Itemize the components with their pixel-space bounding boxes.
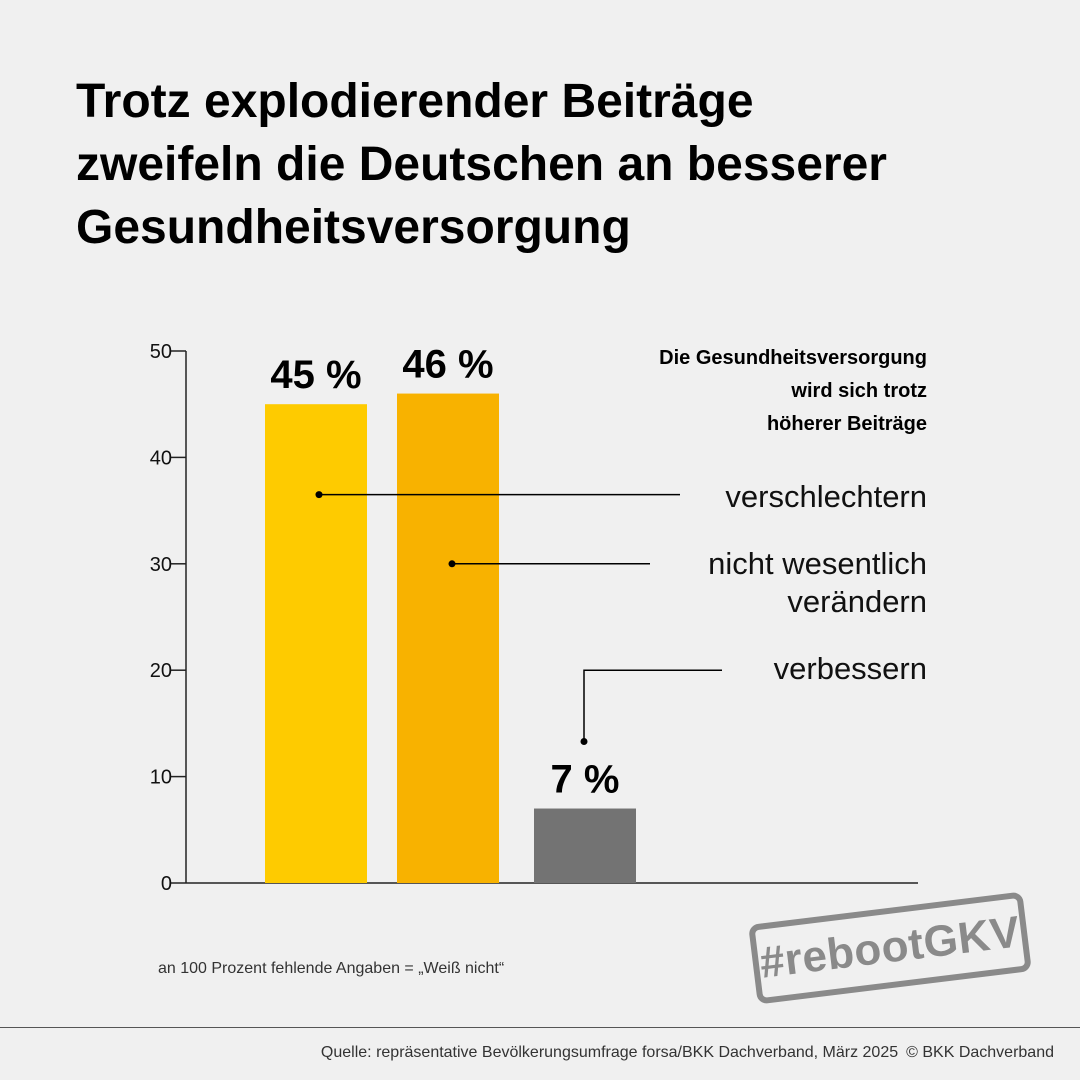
y-tick-label: 20 xyxy=(150,660,172,682)
y-tick-label: 30 xyxy=(150,554,172,576)
source-line: Quelle: repräsentative Bevölkerungsumfra… xyxy=(321,1044,1054,1062)
series-label-verbessern: verbessern xyxy=(774,650,927,688)
data-label-0: 45 % xyxy=(270,353,361,397)
title-line: zweifeln die Deutschen an besserer xyxy=(76,138,887,191)
series-label-line: verbessern xyxy=(773,651,927,686)
bar-1 xyxy=(397,393,499,883)
footnote: an 100 Prozent fehlende Angaben = „Weiß … xyxy=(158,960,505,977)
source-text: Quelle: repräsentative Bevölkerungsumfra… xyxy=(320,1044,899,1061)
legend-title-line: höherer Beiträge xyxy=(766,413,927,435)
series-label-line: nicht wesentlich xyxy=(708,546,927,581)
series-label-verschlechtern: verschlechtern xyxy=(725,478,927,516)
legend-title-line: Die Gesundheitsversorgung xyxy=(659,347,927,369)
chart-title: Trotz explodierender Beiträge zweifeln d… xyxy=(76,70,1036,259)
bar-2 xyxy=(534,808,636,883)
copyright-text: © BKK Dachverband xyxy=(906,1044,1054,1061)
data-label-2: 7 % xyxy=(551,758,620,802)
series-label-nicht-wesentlich-veraendern: nicht wesentlich verändern xyxy=(708,545,927,621)
series-label-line: verändern xyxy=(787,584,927,619)
legend-title: Die Gesundheitsversorgung wird sich trot… xyxy=(507,342,927,441)
series-label-line: verschlechtern xyxy=(725,479,927,514)
y-tick-label: 0 xyxy=(161,873,172,895)
legend-title-line: wird sich trotz xyxy=(791,380,927,402)
y-tick-label: 50 xyxy=(150,341,172,363)
y-tick-label: 10 xyxy=(150,767,172,789)
y-tick-label: 40 xyxy=(150,447,172,469)
title-line: Gesundheitsversorgung xyxy=(76,201,631,254)
footer-divider xyxy=(0,1027,1080,1028)
data-label-1: 46 % xyxy=(402,343,493,387)
leader-line-2 xyxy=(583,669,722,742)
bar-0 xyxy=(265,404,367,883)
title-line: Trotz explodierender Beiträge xyxy=(76,75,754,128)
